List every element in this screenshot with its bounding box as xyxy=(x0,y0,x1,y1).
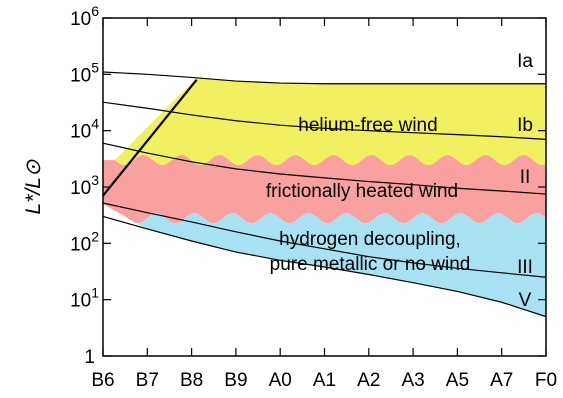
region-label-0: helium-free wind xyxy=(298,115,437,136)
y-axis-label: L*/L⊙ xyxy=(22,159,45,214)
region-labels: helium-free wind frictionally heated wind… xyxy=(266,51,533,311)
region-boundary-line xyxy=(102,79,198,197)
class-line-ib xyxy=(102,101,547,140)
x-tick-label: B8 xyxy=(180,370,203,391)
class-line-ii xyxy=(102,142,547,195)
y-tick-label: 103 xyxy=(70,172,99,199)
x-tick-label: A7 xyxy=(490,370,513,391)
class-label-ii: II xyxy=(520,167,531,188)
x-tick-label: B9 xyxy=(224,370,247,391)
class-label-iii: III xyxy=(517,257,533,278)
frictionally-heated-wind-region xyxy=(103,155,546,224)
region-label-3: pure metallic or no wind xyxy=(270,254,471,275)
y-tick-label: 1 xyxy=(84,347,95,368)
luminosity-class-lines xyxy=(102,71,547,318)
region-label-1: frictionally heated wind xyxy=(266,181,458,202)
x-tick-label: A0 xyxy=(269,370,292,391)
y-axis-label-text: L*/L⊙ xyxy=(22,159,45,214)
region-label-2: hydrogen decoupling, xyxy=(279,229,461,250)
wind-regions xyxy=(103,74,546,317)
class-line-ia xyxy=(102,71,546,85)
class-line-iii xyxy=(102,202,547,278)
x-tick-label: A2 xyxy=(357,370,380,391)
x-tick-label: B6 xyxy=(91,370,114,391)
axis-ticks: 1 101 102 103 104 105 106 B6 B7 B8 B9 A0 A1 A2 A3 A5 A7 F… xyxy=(70,3,557,391)
x-tick-label: F0 xyxy=(535,370,557,391)
x-tick-label: A5 xyxy=(446,370,469,391)
y-tick-label: 102 xyxy=(70,228,99,255)
x-tick-label: B7 xyxy=(136,370,159,391)
class-label-ia: Ia xyxy=(517,51,533,72)
x-tick-label: A1 xyxy=(313,370,336,391)
y-tick-label: 104 xyxy=(70,116,99,143)
class-line-v xyxy=(102,215,547,318)
class-label-ib: Ib xyxy=(517,115,533,136)
class-label-v: V xyxy=(519,290,532,311)
x-tick-label: A3 xyxy=(401,370,424,391)
y-tick-label: 106 xyxy=(70,3,99,30)
y-tick-label: 101 xyxy=(70,285,99,312)
helium-free-wind-region xyxy=(115,74,546,166)
hydrogen-decoupling-region xyxy=(128,213,546,317)
y-tick-label: 105 xyxy=(70,59,99,86)
